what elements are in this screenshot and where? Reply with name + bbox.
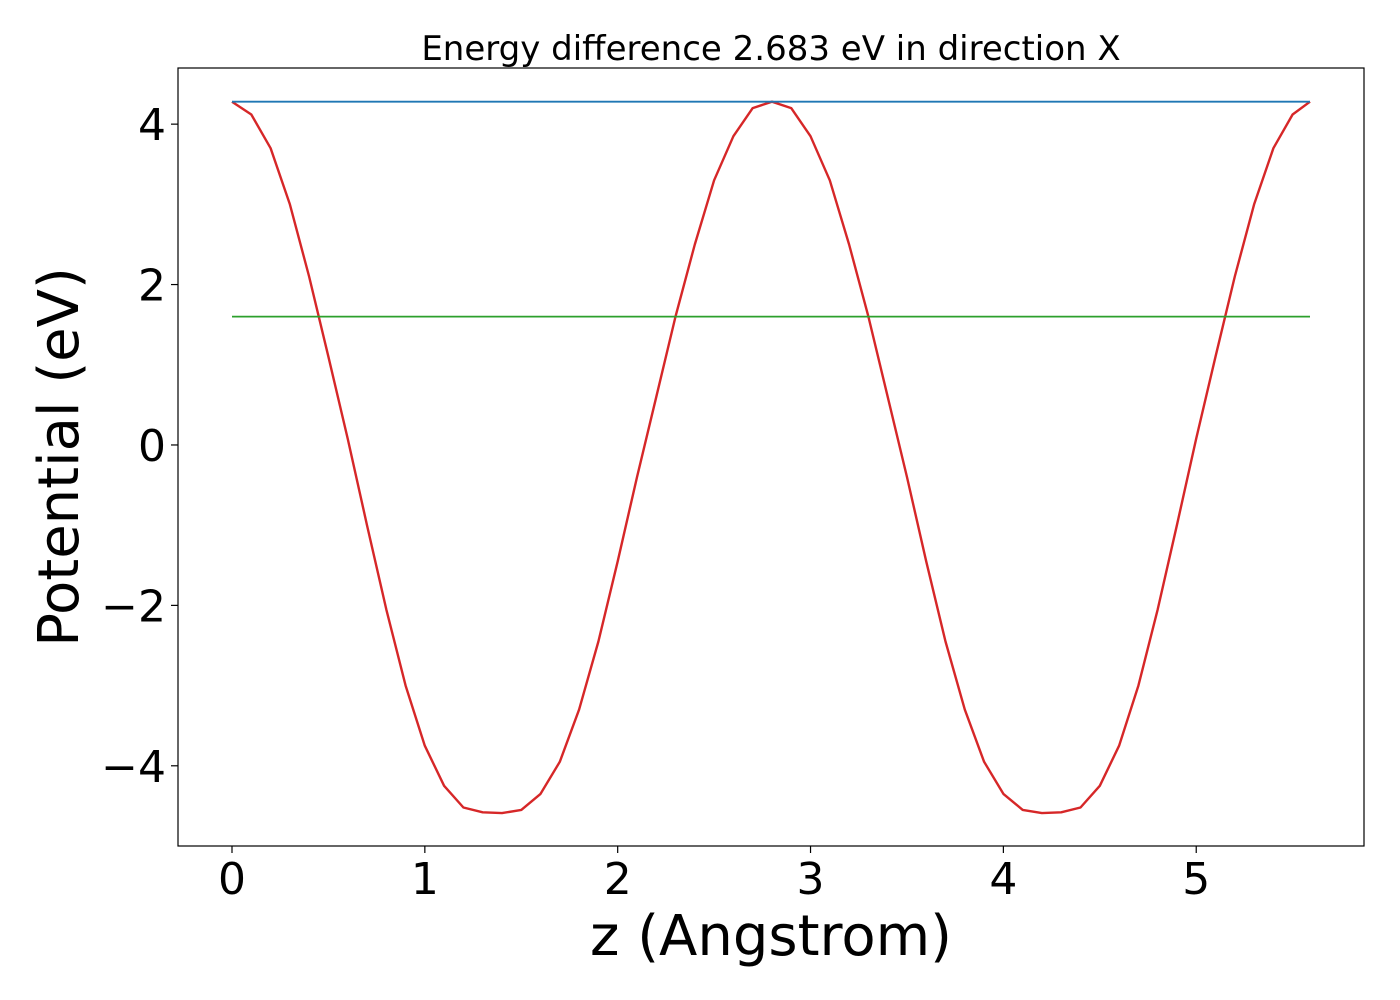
x-tick-label: 2 xyxy=(604,854,632,905)
x-tick-label: 4 xyxy=(989,854,1017,905)
x-tick-label: 5 xyxy=(1182,854,1210,905)
y-tick-label: −4 xyxy=(101,742,166,793)
y-axis-ticks: 4 2 0 −2 −4 xyxy=(101,100,178,793)
x-axis-label: z (Angstrom) xyxy=(590,904,952,969)
series-line-0 xyxy=(231,100,1311,815)
y-axis-label: Potential (eV) xyxy=(27,267,92,647)
y-tick-label: −2 xyxy=(101,581,166,632)
x-tick-label: 3 xyxy=(797,854,825,905)
x-tick-label: 1 xyxy=(411,854,439,905)
y-tick-label: 4 xyxy=(138,100,166,151)
x-tick-label: 0 xyxy=(218,854,246,905)
plot-frame xyxy=(177,67,1365,847)
series-layer xyxy=(231,100,1311,815)
chart-title: Energy difference 2.683 eV in direction … xyxy=(421,29,1120,69)
y-tick-label: 0 xyxy=(138,421,166,472)
y-tick-label: 2 xyxy=(138,261,166,312)
x-axis-ticks: 0 1 2 3 4 5 xyxy=(218,846,1210,905)
